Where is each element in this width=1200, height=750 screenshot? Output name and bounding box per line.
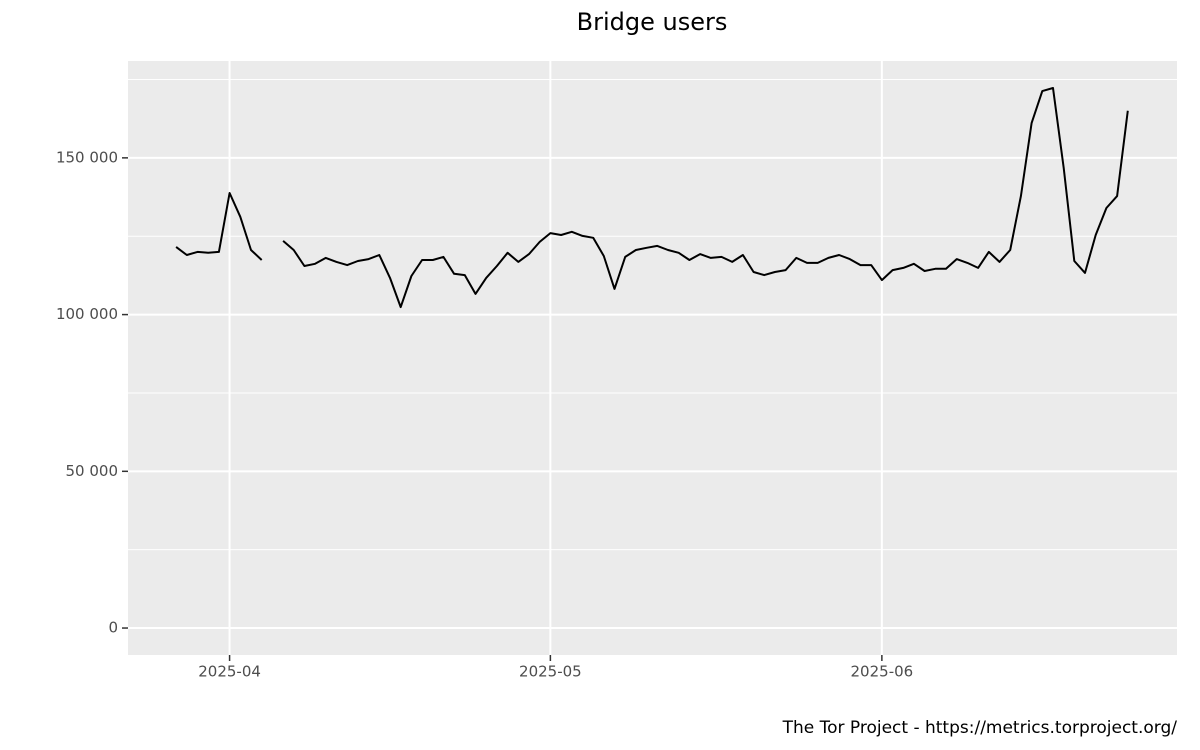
caption: The Tor Project - https://metrics.torpro… — [782, 718, 1178, 738]
y-tick-label: 100 000 — [56, 305, 118, 323]
x-tick-label: 2025-05 — [519, 663, 582, 681]
y-tick-label: 150 000 — [56, 148, 118, 166]
y-tick-label: 0 — [108, 619, 118, 637]
data-line — [175, 87, 1129, 309]
x-tick-label: 2025-06 — [851, 663, 914, 681]
plot-panel — [128, 61, 1177, 655]
y-tick-label: 50 000 — [66, 462, 119, 480]
x-tick-label: 2025-04 — [198, 663, 261, 681]
chart-title: Bridge users — [577, 8, 728, 36]
